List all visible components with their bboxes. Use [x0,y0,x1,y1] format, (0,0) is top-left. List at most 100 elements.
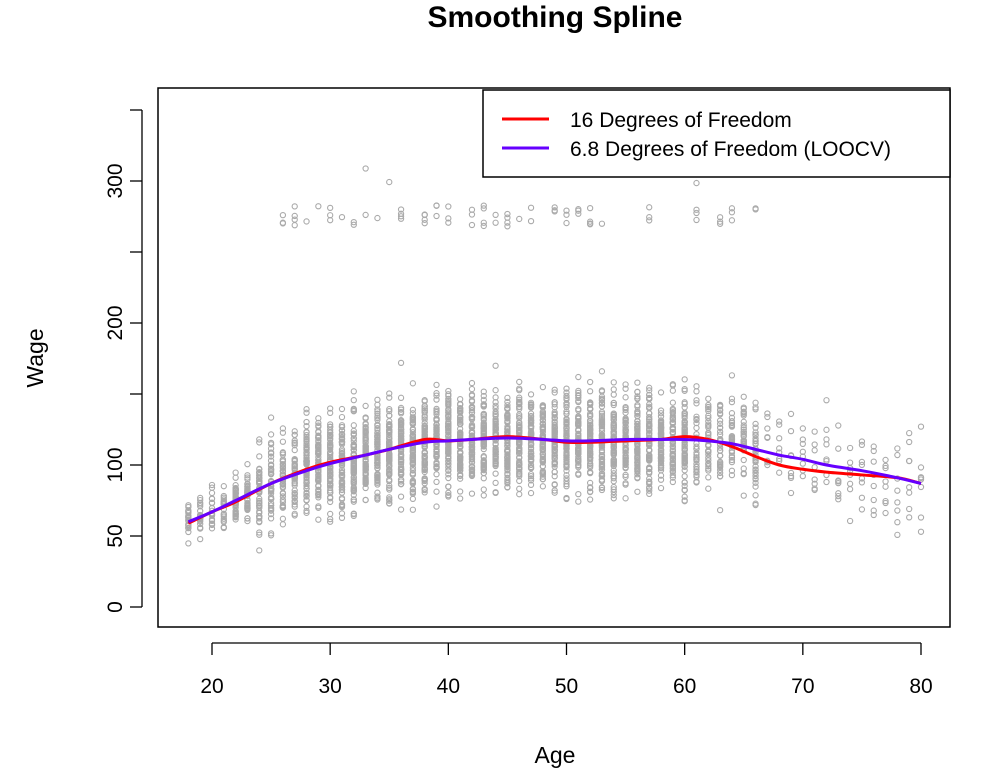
data-point [456,401,464,408]
data-point [386,424,393,431]
data-point [586,204,594,212]
data-point [409,456,417,464]
data-point [681,479,688,486]
data-point [563,430,570,437]
data-point [870,496,877,504]
data-point [705,451,712,458]
data-point [303,507,310,515]
data-point [492,461,499,468]
data-point [327,510,334,518]
data-point [433,503,440,510]
data-point [468,407,476,414]
data-point [776,435,783,442]
data-point [610,386,617,393]
data-point [716,218,724,225]
data-point [906,489,913,496]
data-point [362,446,369,454]
data-point [835,492,842,500]
data-point [504,463,511,471]
data-point [646,410,653,417]
data-point [362,464,369,471]
data-point [315,415,322,422]
spline-lines [187,435,922,525]
data-point [669,474,676,481]
data-point [622,405,629,412]
data-point [752,492,759,499]
data-point [409,454,417,461]
data-point [220,483,227,490]
data-point [681,487,688,494]
data-point [693,206,700,213]
data-point [445,489,452,496]
data-point [315,419,322,427]
data-point [338,496,346,503]
data-point [421,416,428,423]
data-point [846,459,854,466]
data-point [563,445,570,453]
data-point [492,426,499,434]
data-point [527,417,535,424]
data-point [894,499,901,506]
data-point [752,463,759,470]
x-tick-label: 50 [555,675,578,698]
data-point [456,495,464,502]
data-point [716,506,724,514]
data-point [409,380,417,387]
data-point [693,216,700,224]
data-point [267,431,275,438]
data-point [492,399,499,406]
data-point [716,428,724,435]
data-point [657,389,665,396]
data-point [350,510,357,518]
data-point [445,423,452,430]
data-point [267,453,275,460]
data-point [279,493,287,500]
data-point [516,491,523,498]
data-point [646,447,653,454]
data-point [327,423,334,431]
data-point [327,435,334,442]
data-point [480,388,487,395]
data-point [445,215,452,222]
data-point [551,442,558,449]
data-point [480,459,487,466]
data-point [693,445,700,453]
data-point [586,388,594,395]
data-point [539,447,547,454]
data-point [551,447,558,454]
data-point [799,436,806,443]
data-point [480,403,487,410]
data-point [338,435,346,442]
data-point [516,215,523,223]
data-point [634,393,641,400]
data-point [728,209,736,216]
data-point [468,467,476,474]
data-point [350,491,357,499]
data-point [811,441,818,448]
data-point [397,206,405,213]
data-point [492,408,499,416]
data-point [279,461,287,469]
data-point [906,505,913,513]
data-point [598,470,606,477]
data-point [397,426,405,433]
data-point [575,210,582,217]
data-point [835,422,842,429]
data-point [917,528,925,535]
data-point [551,415,558,422]
data-point [622,381,629,388]
data-point [480,219,487,226]
data-point [350,407,357,415]
data-point [480,222,487,230]
data-point [409,488,417,495]
data-point [551,208,558,215]
data-point [681,443,688,450]
data-point [894,487,901,494]
data-point [445,413,452,421]
data-point [362,435,369,442]
data-point [811,476,818,483]
data-point [527,415,535,422]
data-point [504,210,511,218]
data-point [362,428,369,435]
data-point [669,452,676,459]
